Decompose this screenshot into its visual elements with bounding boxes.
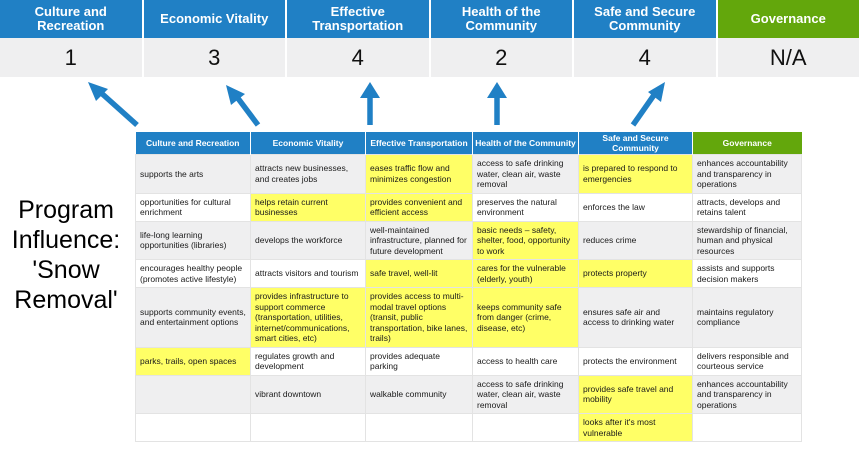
scorecard-score-cell-5: N/A: [769, 44, 807, 70]
matrix-cell-r5-c5: delivers responsible and courteous servi…: [692, 346, 802, 376]
matrix-cell-r7-c0: [135, 413, 251, 442]
matrix-cell-r6-c3: access to safe drinking water, clean air…: [472, 374, 579, 414]
scorecard-score-cell-2: 4: [287, 38, 431, 77]
scorecard-header-row: Culture and Recreation Economic Vitality E…: [0, 0, 859, 38]
matrix-cell-r0-c5: enhances accountability and transparency…: [692, 154, 802, 194]
matrix-cell-r3-c5: assists and supports decision makers: [692, 259, 802, 288]
matrix-cell-r4-c2: provides access to multi-modal travel op…: [365, 287, 473, 348]
scorecard: Culture and Recreation Economic Vitality E…: [0, 0, 859, 77]
matrix-cell-r5-c4: protects the environment: [578, 346, 693, 376]
matrix-row: looks after it's most vulnerable: [135, 413, 802, 442]
matrix-cell-r1-c1: helps retain current businesses: [250, 192, 366, 222]
matrix-cell-r1-c3: preserves the natural environment: [472, 192, 579, 222]
matrix-column-header-2: Effective Transportation: [365, 132, 473, 155]
matrix-cell-r7-c1: [250, 413, 366, 442]
scorecard-header-cell-1: Economic Vitality: [143, 0, 287, 38]
matrix-cell-r5-c1: regulates growth and development: [250, 346, 366, 376]
matrix-column-header-3: Health of the Community: [472, 132, 579, 155]
scorecard-header-cell-3: Health of the Community: [430, 0, 574, 38]
matrix-cell-r3-c3: cares for the vulnerable (elderly, youth…: [472, 259, 579, 288]
matrix-cell-r4-c0: supports community events, and entertain…: [135, 287, 251, 348]
matrix-body: supports the arts attracts new businesses…: [135, 154, 802, 442]
matrix-cell-r6-c2: walkable community: [365, 374, 473, 414]
matrix-cell-r0-c2: eases traffic flow and minimizes congest…: [365, 154, 473, 194]
program-influence-caption: Program Influence: 'Snow Removal': [11, 196, 121, 314]
matrix-column-header-1: Economic Vitality: [250, 132, 366, 155]
scorecard-header-cell-4: Safe and Secure Community: [574, 0, 718, 38]
matrix-cell-r4-c3: keeps community safe from danger (crime,…: [472, 287, 579, 348]
scorecard-header-cell-0: Culture and Recreation: [0, 0, 144, 38]
matrix-cell-r7-c3: [472, 413, 579, 442]
matrix-cell-r7-c2: [365, 413, 473, 442]
matrix-cell-r2-c0: life-long learning opportunities (librar…: [135, 220, 251, 260]
matrix-cell-r1-c5: attracts, develops and retains talent: [692, 192, 802, 222]
matrix-cell-r0-c4: is prepared to respond to emergencies: [578, 154, 693, 194]
matrix-head: Culture and Recreation Economic Vitality E…: [135, 132, 802, 155]
matrix-cell-r1-c0: opportunities for cultural enrichment: [135, 192, 251, 222]
matrix-cell-r5-c0: parks, trails, open spaces: [135, 346, 251, 376]
scorecard-score-cell-4: 4: [574, 38, 718, 77]
up-left-arrow-icon-2: [226, 85, 261, 127]
matrix-cell-r4-c4: ensures safe air and access to drinking …: [578, 287, 693, 348]
scorecard-header-cell-2: Effective Transportation: [287, 0, 431, 38]
matrix-row: supports community events, and entertain…: [135, 287, 802, 348]
matrix-cell-r6-c5: enhances accountability and transparency…: [692, 374, 802, 414]
matrix-cell-r2-c5: stewardship of financial, human and phys…: [692, 220, 802, 260]
matrix-row: opportunities for cultural enrichment hel…: [135, 192, 802, 222]
up-right-arrow-icon-5: [630, 82, 665, 127]
matrix-cell-r7-c5: [692, 413, 802, 442]
up-arrow-icon-3: [360, 82, 380, 125]
matrix-row: supports the arts attracts new businesses…: [135, 154, 802, 194]
matrix-cell-r3-c0: encourages healthy people (promotes acti…: [135, 259, 251, 288]
matrix-cell-r2-c3: basic needs – safety, shelter, food, opp…: [472, 220, 579, 260]
arrow-connectors: [88, 82, 665, 128]
up-left-arrow-icon-1: [88, 82, 139, 128]
matrix-cell-r2-c1: develops the workforce: [250, 220, 366, 260]
matrix-cell-r4-c1: provides infrastructure to support comme…: [250, 287, 366, 348]
matrix-cell-r6-c4: provides safe travel and mobility: [578, 374, 693, 414]
matrix-cell-r0-c3: access to safe drinking water, clean air…: [472, 154, 579, 194]
scorecard-score-row: 1 3 4 2 4 N/A: [0, 38, 859, 77]
matrix-header-row: Culture and Recreation Economic Vitality E…: [135, 132, 802, 155]
matrix-column-header-4: Safe and Secure Community: [578, 132, 693, 155]
matrix-cell-r6-c0: [135, 374, 251, 414]
matrix-cell-r3-c1: attracts visitors and tourism: [250, 259, 366, 288]
matrix-row: vibrant downtown walkable community access…: [135, 374, 802, 414]
matrix-cell-r6-c1: vibrant downtown: [250, 374, 366, 414]
scorecard-score-cell-1: 3: [144, 38, 287, 77]
matrix-cell-r3-c4: protects property: [578, 259, 693, 288]
matrix-cell-r1-c4: enforces the law: [578, 192, 693, 222]
influence-matrix-table: Culture and Recreation Economic Vitality E…: [135, 132, 802, 442]
matrix-cell-r2-c4: reduces crime: [578, 220, 693, 260]
scorecard-score-cell-3: 2: [431, 38, 574, 77]
scorecard-score-cell-0: 1: [0, 38, 144, 77]
matrix-cell-r1-c2: provides convenient and efficient access: [365, 192, 473, 222]
matrix-cell-r7-c4: looks after it's most vulnerable: [578, 413, 693, 442]
up-arrow-icon-4: [487, 82, 507, 125]
matrix-cell-r4-c5: maintains regulatory compliance: [692, 287, 802, 348]
matrix-row: encourages healthy people (promotes acti…: [135, 259, 802, 288]
matrix-cell-r0-c1: attracts new businesses, and creates job…: [250, 154, 366, 194]
matrix-row: life-long learning opportunities (librar…: [135, 220, 802, 260]
matrix-column-header-0: Culture and Recreation: [135, 132, 251, 155]
matrix-cell-r5-c2: provides adequate parking: [365, 346, 473, 376]
matrix-cell-r5-c3: access to health care: [472, 346, 579, 376]
matrix-cell-r2-c2: well-maintained infrastructure, planned …: [365, 220, 473, 260]
matrix-row: parks, trails, open spaces regulates grow…: [135, 346, 802, 376]
scorecard-header-cell-5: Governance: [717, 0, 859, 38]
matrix-cell-r3-c2: safe travel, well-lit: [365, 259, 473, 288]
matrix-column-header-5: Governance: [692, 132, 802, 155]
matrix-cell-r0-c0: supports the arts: [135, 154, 251, 194]
